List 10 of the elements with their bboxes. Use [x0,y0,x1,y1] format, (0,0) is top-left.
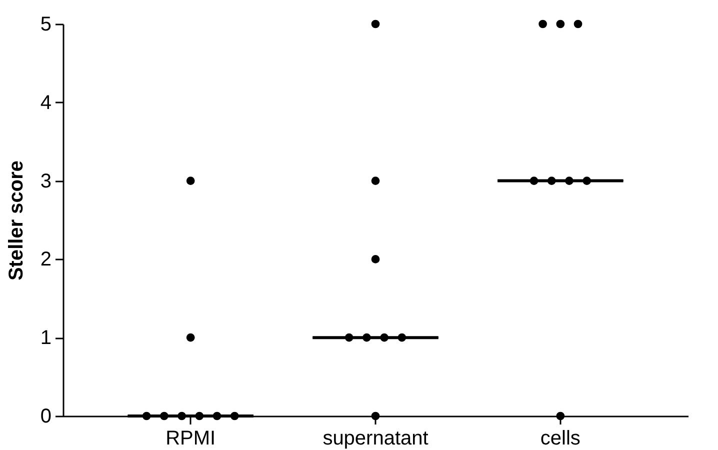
y-tick-label: 3 [40,170,52,192]
y-tick-label: 5 [40,14,52,36]
y-axis-title: Steller score [5,160,28,281]
y-tick-label: 2 [40,248,52,271]
y-tick-label: 1 [40,327,52,350]
y-tick-label: 4 [40,92,52,114]
x-tick-label: supernatant [322,428,429,450]
y-tick-label: 0 [40,406,52,428]
x-tick-label: RPMI [166,428,216,450]
x-tick-label: cells [540,428,580,450]
